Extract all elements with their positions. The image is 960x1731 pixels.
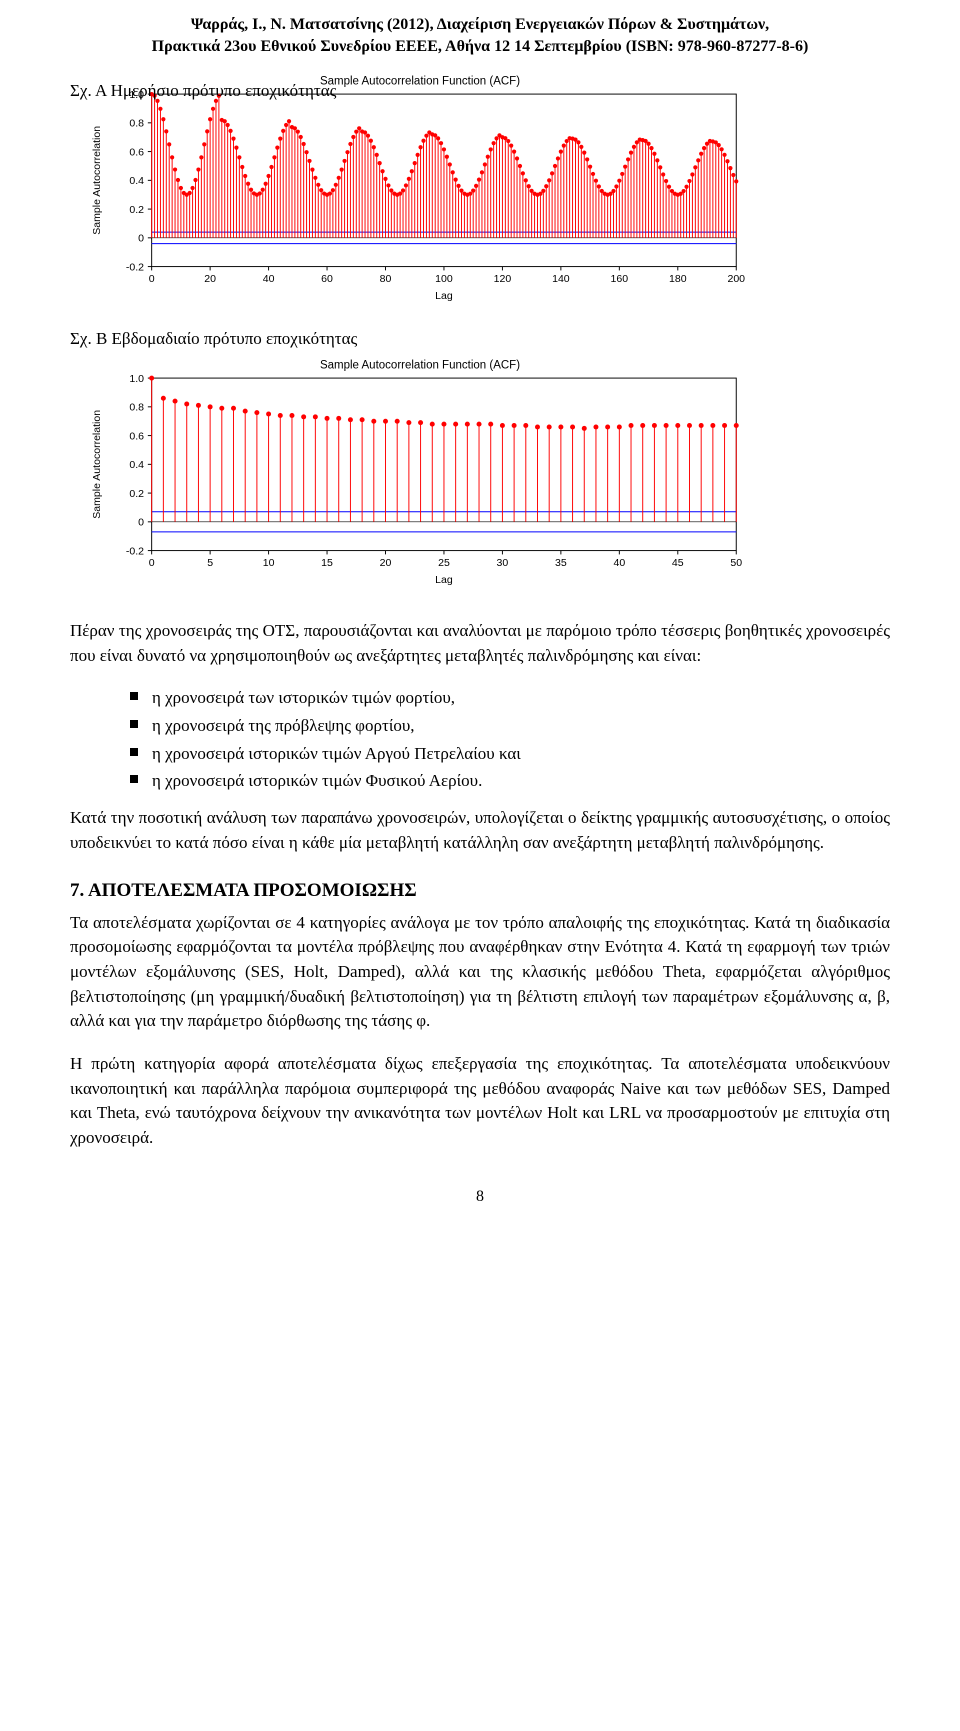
acf-chart-a-svg: Sample Autocorrelation Function (ACF) -0.… [70,73,770,303]
svg-text:15: 15 [321,557,333,569]
svg-text:Sample Autocorrelation: Sample Autocorrelation [91,126,103,235]
svg-text:0.8: 0.8 [129,402,144,414]
header-line1: Ψαρράς, Ι., Ν. Ματσατσίνης (2012), Διαχε… [70,14,890,36]
page-header: Ψαρράς, Ι., Ν. Ματσατσίνης (2012), Διαχε… [70,0,890,57]
svg-text:0: 0 [138,517,144,529]
svg-text:0.6: 0.6 [129,431,144,443]
svg-text:0.2: 0.2 [129,488,144,500]
svg-text:0: 0 [149,273,155,285]
svg-text:Lag: Lag [435,575,453,587]
svg-text:200: 200 [727,273,745,285]
fig-b-caption: Σχ. Β Εβδομαδιαίο πρότυπο εποχικότητας [70,327,890,352]
svg-text:0: 0 [149,557,155,569]
svg-text:80: 80 [380,273,392,285]
bullet-list: η χρονοσειρά των ιστορικών τιμών φορτίου… [130,686,890,794]
svg-text:0: 0 [138,233,144,245]
svg-text:40: 40 [263,273,275,285]
svg-text:25: 25 [438,557,450,569]
header-line2: Πρακτικά 23ου Εθνικού Συνεδρίου ΕΕΕΕ, Αθ… [70,36,890,58]
svg-text:Sample Autocorrelation Functio: Sample Autocorrelation Function (ACF) [320,360,520,372]
page-number: 8 [70,1185,890,1208]
svg-text:0.2: 0.2 [129,204,144,216]
list-item: η χρονοσειρά των ιστορικών τιμών φορτίου… [130,686,890,711]
svg-text:60: 60 [321,273,333,285]
list-item: η χρονοσειρά ιστορικών τιμών Αργού Πετρε… [130,742,890,767]
svg-text:Lag: Lag [435,290,453,302]
list-item: η χρονοσειρά της πρόβλεψης φορτίου, [130,714,890,739]
svg-text:0.6: 0.6 [129,147,144,159]
svg-text:100: 100 [435,273,453,285]
acf-chart-a: Sample Autocorrelation Function (ACF) -0.… [70,73,890,317]
svg-text:40: 40 [613,557,625,569]
acf-chart-b-svg: Sample Autocorrelation Function (ACF) -0.… [70,357,770,587]
svg-text:Sample Autocorrelation Functio: Sample Autocorrelation Function (ACF) [320,76,520,88]
svg-text:120: 120 [494,273,512,285]
svg-text:160: 160 [611,273,629,285]
svg-text:1.0: 1.0 [129,373,144,385]
svg-text:35: 35 [555,557,567,569]
svg-text:0.8: 0.8 [129,118,144,130]
svg-text:20: 20 [204,273,216,285]
svg-text:20: 20 [380,557,392,569]
svg-text:45: 45 [672,557,684,569]
list-item: η χρονοσειρά ιστορικών τιμών Φυσικού Αερ… [130,769,890,794]
acf-chart-b: Sample Autocorrelation Function (ACF) -0.… [70,357,890,601]
svg-text:-0.2: -0.2 [126,262,144,274]
svg-text:50: 50 [730,557,742,569]
fig-a-caption-truncated: Σχ. Α Ημερήσιο πρότυπο εποχικότητας [70,81,336,100]
svg-text:180: 180 [669,273,687,285]
svg-text:0.4: 0.4 [129,460,144,472]
svg-text:10: 10 [263,557,275,569]
svg-text:-0.2: -0.2 [126,546,144,558]
svg-text:5: 5 [207,557,213,569]
paragraph-3: Η πρώτη κατηγορία αφορά αποτελέσματα δίχ… [70,1052,890,1151]
section-heading: 7. ΑΠΟΤΕΛΕΣΜΑΤΑ ΠΡΟΣΟΜΟΙΩΣΗΣ [70,877,890,905]
paragraph-1a: Πέραν της χρονοσειράς της ΟΤΣ, παρουσιάζ… [70,619,890,668]
paragraph-2: Τα αποτελέσματα χωρίζονται σε 4 κατηγορί… [70,911,890,1034]
paragraph-1b: Κατά την ποσοτική ανάλυση των παραπάνω χ… [70,806,890,855]
svg-text:140: 140 [552,273,570,285]
svg-text:30: 30 [497,557,509,569]
svg-text:0.4: 0.4 [129,175,144,187]
svg-text:Sample Autocorrelation: Sample Autocorrelation [91,410,103,519]
